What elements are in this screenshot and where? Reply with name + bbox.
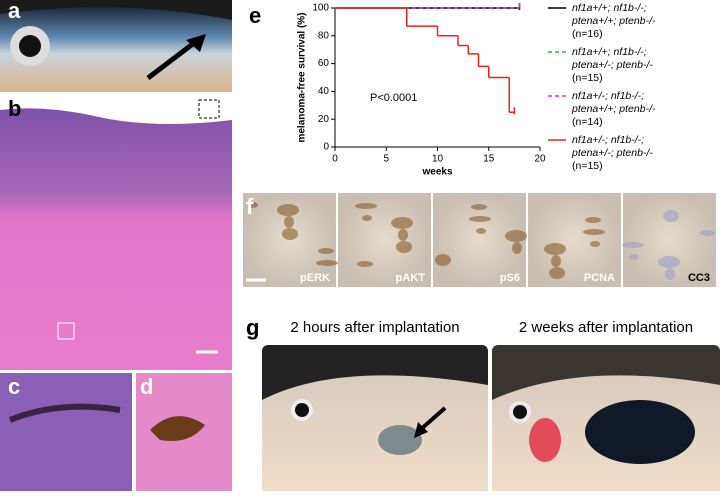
panel-f-images	[243, 193, 716, 287]
legend-line: ptena+/-; ptenb-/-	[571, 59, 653, 71]
legend-line: nf1a+/+; nf1b-/-;	[572, 46, 647, 58]
stain-spot	[316, 260, 338, 266]
ihc-tile	[528, 193, 621, 287]
stain-spot	[357, 261, 373, 267]
stain-spot	[622, 242, 644, 248]
panel-label: b	[8, 96, 21, 121]
legend-line: (n=15)	[572, 160, 603, 172]
stain-label: pERK	[300, 272, 330, 284]
x-tick-label: 10	[432, 154, 444, 165]
image-title: 2 weeks after implantation	[519, 319, 693, 336]
image-title: 2 hours after implantation	[290, 319, 459, 336]
stain-spot	[663, 210, 679, 222]
y-tick-label: 60	[318, 58, 330, 69]
x-tick-label: 0	[332, 154, 338, 165]
legend-line: nf1a+/-; nf1b-/-;	[572, 90, 644, 102]
stain-spot	[583, 229, 605, 235]
y-tick-label: 100	[312, 3, 329, 14]
panel-label: a	[8, 0, 21, 23]
x-tick-label: 5	[383, 154, 389, 165]
panel-label: g	[246, 315, 259, 340]
legend-line: nf1a+/+; nf1b-/-;	[572, 2, 647, 14]
y-tick-label: 20	[318, 114, 330, 125]
stain-spot	[391, 217, 413, 229]
panel-label: d	[140, 374, 153, 399]
legend-line: nf1a+/-; nf1b-/-;	[572, 134, 644, 146]
legend-line: ptena+/+; ptenb-/-	[571, 103, 656, 115]
x-tick-label: 15	[483, 154, 495, 165]
legend-entry: nf1a+/+; nf1b-/-; ptena+/+; ptenb-/-(n=16…	[571, 2, 656, 40]
stain-spot	[469, 216, 491, 222]
stain-spot	[284, 216, 294, 228]
panel-label: e	[249, 3, 261, 28]
stain-spot	[248, 202, 258, 208]
stain-spot	[505, 230, 527, 242]
stain-spot	[629, 254, 639, 260]
stain-spot	[699, 230, 715, 236]
stain-spot	[512, 242, 522, 254]
panel-b-image	[0, 97, 232, 370]
stain-spot	[318, 248, 334, 254]
stain-spot	[665, 268, 675, 280]
panel-g-images	[262, 345, 720, 491]
panel-d-image	[136, 373, 232, 491]
y-tick-label: 80	[318, 30, 330, 41]
x-axis-label: weeks	[421, 167, 452, 178]
survival-chart: 0 20 40 60 80 100 0 5 10 15 20 weeks melanoma-free s…	[297, 2, 656, 178]
stain-spot	[277, 204, 299, 216]
y-tick-label: 40	[318, 86, 330, 97]
legend-entry: nf1a+/+; nf1b-/-; ptena+/-; ptenb-/-(n=15…	[571, 46, 653, 84]
stain-spot	[544, 243, 566, 255]
stain-spot	[551, 255, 561, 267]
panel-label: f	[246, 194, 254, 219]
stain-spot	[398, 229, 408, 241]
legend-line: (n=15)	[572, 72, 603, 84]
legend-entry: nf1a+/-; nf1b-/-; ptena+/-; ptenb-/-(n=15…	[571, 134, 653, 172]
ihc-tile	[338, 193, 431, 287]
legend-line: (n=14)	[572, 116, 603, 128]
stain-spot	[355, 203, 377, 209]
panel-a-image	[0, 0, 232, 92]
stain-spot	[476, 228, 486, 234]
stain-spot	[590, 241, 600, 247]
stain-spot	[362, 215, 372, 221]
stain-spot	[435, 254, 451, 266]
legend-line: ptena+/+; ptenb-/-	[571, 15, 656, 27]
annotation: P<0.0001	[370, 92, 417, 104]
panel-label: c	[8, 374, 20, 399]
stain-label: pS6	[500, 272, 520, 284]
y-axis-label: melanoma-free survival (%)	[297, 12, 308, 142]
panel-c-image	[0, 373, 132, 491]
stain-label: PCNA	[584, 272, 615, 284]
legend-entry: nf1a+/-; nf1b-/-; ptena+/+; ptenb-/-(n=14…	[571, 90, 656, 128]
stain-spot	[585, 217, 601, 223]
legend-line: (n=16)	[572, 28, 603, 40]
stain-spot	[396, 241, 412, 253]
stain-spot	[471, 204, 487, 210]
y-tick-label: 0	[323, 142, 329, 153]
stain-spot	[282, 228, 298, 240]
x-tick-label: 20	[534, 154, 546, 165]
legend-line: ptena+/-; ptenb-/-	[571, 147, 653, 159]
stain-label: pAKT	[396, 272, 426, 284]
stain-spot	[549, 267, 565, 279]
stain-label: CC3	[688, 272, 710, 284]
stain-spot	[658, 256, 680, 268]
